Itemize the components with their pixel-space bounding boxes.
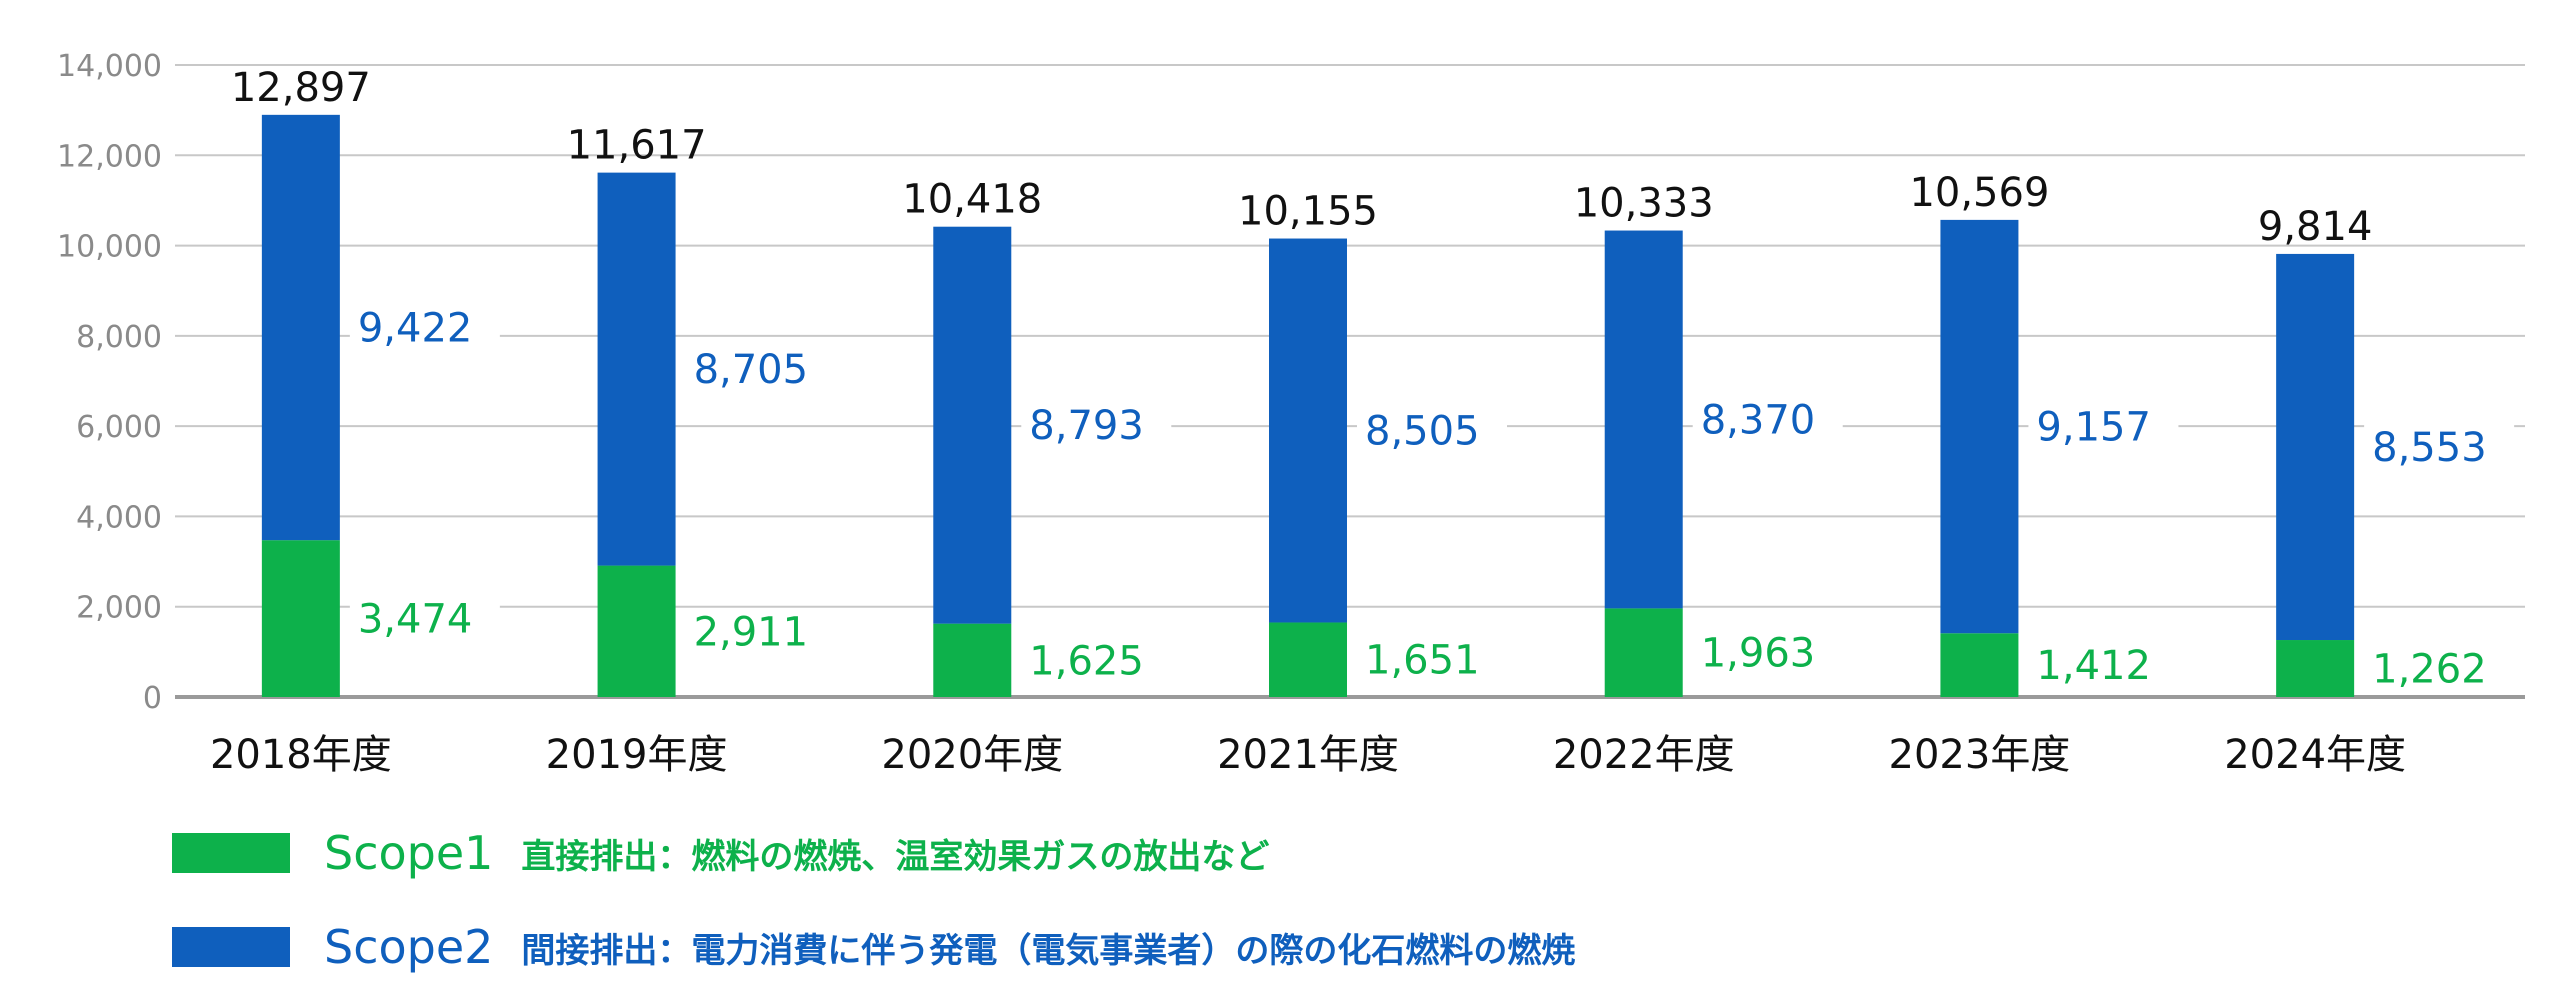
y-tick-label: 8,000: [76, 320, 162, 355]
label-background: [2364, 424, 2515, 473]
category-label: 2022年度: [1553, 732, 1735, 778]
legend-description-scope2: 間接排出：電力消費に伴う発電（電気事業者）の際の化石燃料の燃焼: [521, 930, 1576, 971]
bar-scope2: [2276, 253, 2355, 641]
legend-description-scope1: 直接排出：燃料の燃焼、温室効果ガスの放出など: [521, 836, 1270, 877]
y-tick-label: 0: [143, 681, 162, 716]
category-label: 2023年度: [1889, 732, 2071, 778]
label-background: [1692, 630, 1843, 679]
label-background: [1021, 403, 1172, 452]
label-background: [1357, 637, 1507, 686]
y-tick-label: 6,000: [76, 410, 162, 445]
legend-label-scope1: Scope1: [324, 826, 494, 880]
scope1-value-label: 3,474: [358, 597, 473, 643]
bar-scope1: [1940, 633, 2019, 697]
bar-scope1: [1604, 608, 1683, 697]
gridlines: [175, 64, 2525, 699]
bar-scope2: [597, 172, 676, 566]
scope1-value-label: 1,963: [1701, 631, 1816, 677]
data-labels: 12,897 9,422 3,474 11,617 8,705 2,911 10,418 8,…: [231, 65, 2515, 695]
category-label: 2021年度: [1217, 732, 1399, 778]
label-background: [2028, 643, 2179, 692]
total-label: 10,569: [1909, 170, 2049, 216]
y-axis-ticks: 0 2,000 4,000 6,000 8,000 10,000 12,000 14,000: [57, 49, 162, 716]
scope2-value-label: 8,793: [1029, 403, 1144, 449]
label-background: [2364, 646, 2515, 695]
category-label: 2020年度: [881, 732, 1063, 778]
bars: [261, 114, 2355, 697]
label-background: [1357, 408, 1507, 457]
legend-swatch-scope1: [172, 833, 290, 873]
bar-scope2: [261, 114, 340, 541]
scope2-value-label: 9,157: [2036, 405, 2151, 451]
y-tick-label: 14,000: [57, 49, 162, 84]
scope1-value-label: 1,412: [2036, 643, 2151, 689]
scope1-value-label: 1,651: [1365, 638, 1480, 684]
label-background: [685, 347, 836, 396]
total-label: 10,155: [1238, 189, 1378, 235]
label-background: [1021, 638, 1172, 687]
total-label: 9,814: [2258, 204, 2373, 250]
bar-scope1: [261, 540, 340, 697]
total-label: 12,897: [231, 65, 371, 111]
label-background: [2028, 404, 2179, 453]
bar-scope2: [1269, 238, 1347, 623]
legend-item-scope2: Scope2 間接排出：電力消費に伴う発電（電気事業者）の際の化石燃料の燃焼: [172, 920, 1575, 974]
bar-scope2: [933, 226, 1012, 624]
scope2-value-label: 8,553: [2372, 425, 2487, 471]
total-label: 10,333: [1574, 181, 1714, 227]
bar-scope1: [933, 623, 1012, 697]
legend-item-scope1: Scope1 直接排出：燃料の燃焼、温室効果ガスの放出など: [172, 826, 1269, 880]
scope2-value-label: 8,370: [1701, 397, 1816, 443]
label-background: [685, 609, 836, 658]
bar-scope2: [1940, 219, 2019, 634]
label-background: [1692, 397, 1843, 446]
label-background: [349, 596, 500, 645]
legend-swatch-scope2: [172, 927, 290, 967]
total-label: 11,617: [567, 123, 707, 169]
bar-scope2: [1604, 230, 1683, 609]
x-axis-categories: 2018年度 2019年度 2020年度 2021年度 2022年度 2023年度 2024…: [210, 732, 2406, 778]
bar-scope1: [597, 565, 676, 697]
scope2-value-label: 8,705: [694, 347, 809, 393]
scope2-value-label: 9,422: [358, 306, 473, 352]
category-label: 2018年度: [210, 732, 392, 778]
scope1-value-label: 1,625: [1029, 638, 1144, 684]
scope1-value-label: 2,911: [694, 609, 809, 655]
y-tick-label: 2,000: [76, 591, 162, 626]
y-tick-label: 4,000: [76, 500, 162, 535]
bar-scope1: [1269, 622, 1347, 697]
category-label: 2019年度: [546, 732, 728, 778]
scope1-value-label: 1,262: [2372, 647, 2487, 693]
category-label: 2024年度: [2224, 732, 2406, 778]
scope2-value-label: 8,505: [1365, 408, 1480, 454]
y-tick-label: 10,000: [57, 230, 162, 265]
legend-label-scope2: Scope2: [324, 920, 494, 974]
total-label: 10,418: [902, 177, 1042, 223]
bar-scope1: [2276, 640, 2355, 697]
y-tick-label: 12,000: [57, 139, 162, 174]
label-background: [349, 305, 500, 354]
